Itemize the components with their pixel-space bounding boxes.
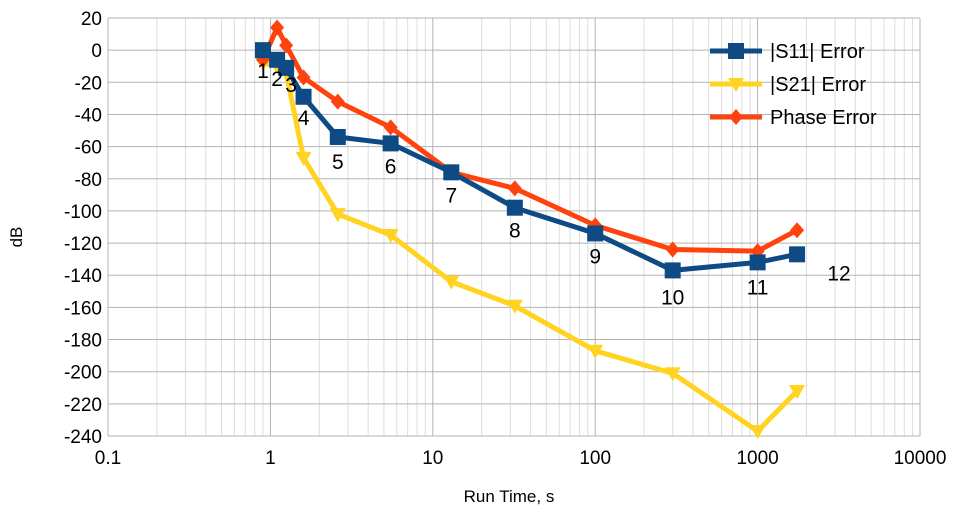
data-point bbox=[329, 128, 346, 145]
point-label: 7 bbox=[445, 184, 457, 207]
data-point bbox=[749, 254, 766, 271]
y-tick-label: -20 bbox=[75, 73, 102, 94]
x-axis-title: Run Time, s bbox=[464, 487, 555, 506]
y-tick-label: 20 bbox=[81, 9, 102, 30]
data-point bbox=[382, 135, 399, 152]
point-label: 1 bbox=[257, 60, 269, 83]
plot-area bbox=[108, 18, 920, 436]
data-point bbox=[329, 208, 346, 223]
point-label: 10 bbox=[661, 286, 684, 309]
legend-item: Phase Error bbox=[710, 107, 877, 129]
data-point bbox=[506, 199, 523, 216]
data-point bbox=[382, 229, 399, 244]
data-point bbox=[295, 151, 312, 166]
data-point bbox=[507, 180, 522, 197]
point-label: 8 bbox=[509, 220, 521, 243]
point-label: 3 bbox=[285, 74, 297, 97]
y-axis-title: dB bbox=[7, 227, 26, 248]
point-label: 6 bbox=[385, 155, 397, 178]
data-point bbox=[296, 69, 311, 86]
y-axis-tick-labels: 20 0 -20 -40 -60 -80 -100 -120 -140 -160 -180 -200 -… bbox=[64, 9, 102, 448]
data-point bbox=[270, 19, 285, 36]
y-tick-label: -120 bbox=[64, 234, 102, 255]
x-tick-label: 1 bbox=[265, 448, 276, 469]
y-tick-label: -60 bbox=[75, 138, 102, 159]
point-label: 9 bbox=[589, 245, 601, 268]
data-point bbox=[330, 93, 345, 110]
x-tick-label: 0.1 bbox=[95, 448, 121, 469]
series-layer bbox=[254, 19, 806, 440]
data-point bbox=[790, 222, 805, 239]
legend-item: |S11| Error bbox=[710, 41, 865, 63]
x-tick-label: 1000 bbox=[736, 448, 778, 469]
x-tick-label: 10 bbox=[422, 448, 443, 469]
data-point bbox=[443, 275, 460, 290]
data-point bbox=[664, 367, 681, 382]
y-tick-label: -40 bbox=[75, 105, 102, 126]
data-point bbox=[254, 42, 271, 59]
y-tick-label: -220 bbox=[64, 395, 102, 416]
point-label: 12 bbox=[827, 262, 850, 285]
legend: |S11| Error |S21| Error Phase Error bbox=[710, 41, 877, 129]
data-point bbox=[587, 344, 604, 359]
data-point bbox=[789, 246, 806, 263]
data-point bbox=[749, 425, 766, 440]
data-point bbox=[295, 88, 312, 105]
point-label: 4 bbox=[298, 107, 310, 130]
y-tick-label: -200 bbox=[64, 363, 102, 384]
data-point bbox=[443, 164, 460, 181]
legend-label: |S21| Error bbox=[770, 74, 866, 96]
x-tick-label: 10000 bbox=[894, 448, 947, 469]
y-tick-label: -80 bbox=[75, 170, 102, 191]
y-tick-label: 0 bbox=[91, 41, 102, 62]
legend-label: |S11| Error bbox=[770, 41, 865, 63]
point-label: 2 bbox=[271, 68, 283, 91]
point-label: 5 bbox=[332, 151, 344, 174]
legend-label: Phase Error bbox=[770, 107, 877, 129]
legend-marker bbox=[728, 78, 744, 92]
data-point bbox=[665, 241, 680, 258]
y-tick-label: -160 bbox=[64, 298, 102, 319]
legend-marker bbox=[728, 43, 744, 59]
series-s11-error bbox=[254, 42, 806, 279]
data-point bbox=[383, 119, 398, 136]
data-point bbox=[506, 299, 523, 314]
y-tick-label: -180 bbox=[64, 331, 102, 352]
data-point bbox=[279, 37, 294, 54]
data-point bbox=[789, 384, 806, 399]
y-tick-label: -240 bbox=[64, 427, 102, 448]
x-tick-label: 100 bbox=[579, 448, 611, 469]
legend-item: |S21| Error bbox=[710, 74, 866, 96]
y-tick-label: -140 bbox=[64, 266, 102, 287]
data-point bbox=[664, 262, 681, 279]
legend-marker bbox=[729, 109, 743, 125]
y-tick-label: -100 bbox=[64, 202, 102, 223]
data-point bbox=[587, 225, 604, 242]
point-label: 11 bbox=[747, 276, 769, 299]
x-axis-tick-labels: 0.1 1 10 100 1000 10000 bbox=[95, 448, 947, 469]
data-point bbox=[278, 59, 295, 76]
